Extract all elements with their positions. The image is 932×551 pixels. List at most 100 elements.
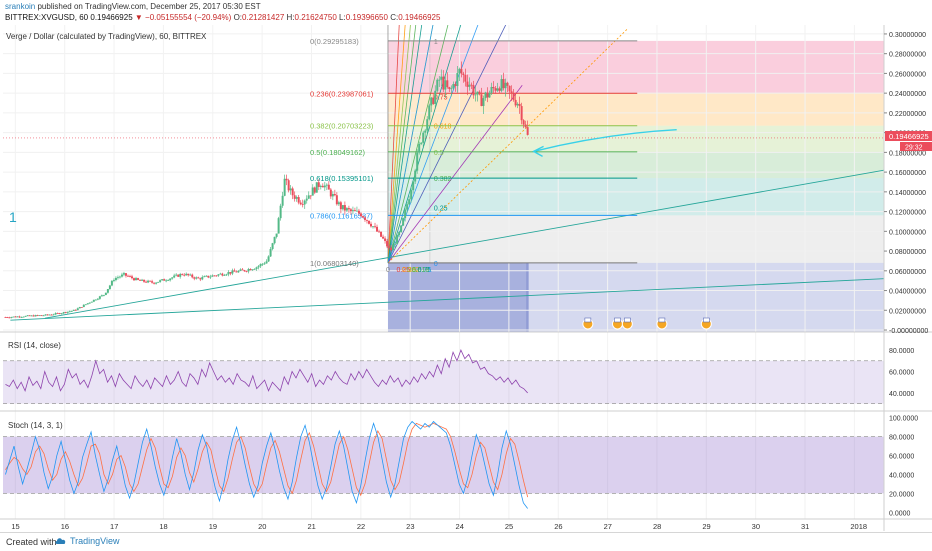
candle-body [225,274,228,276]
candle-body [124,273,127,276]
created-with-text: Created with [6,537,57,547]
candle-body [251,269,254,271]
candle-body [116,277,119,279]
x-tick-label: 17 [110,522,118,531]
candle-body [135,278,138,281]
candle-body [410,190,413,200]
author-link[interactable]: srankoin [5,2,36,11]
fib-fan-bottom-label: 0 [386,267,390,274]
price-tag-value: 0.19466925 [889,132,929,141]
y-tick-label: 0.22000000 [889,111,926,118]
fib-fan-ray [387,25,411,263]
candle-body [112,280,115,281]
candle-body [221,273,224,276]
fib-fan-ray [387,85,523,264]
candle-body [227,272,230,275]
y-tick-label: 0.12000000 [889,210,926,217]
rsi-line [5,349,528,394]
fib-level-label: 0.382(0.20703223) [310,122,374,131]
candle-body [426,119,429,131]
x-tick-label: 22 [357,522,365,531]
candle-body [291,188,294,196]
candle-body [32,315,35,317]
candle-body [76,308,79,311]
candle-body [369,223,372,227]
candle-body [442,76,445,90]
fib-zone [387,125,884,152]
fib-fan-label: 0.25 [434,205,448,212]
stoch-tick-label: 100.0000 [889,416,918,423]
candle-body [185,273,188,276]
price-tag-countdown [900,142,932,151]
published-text: published on TradingView.com, December 2… [37,2,261,11]
candle-body [367,220,370,224]
footer: Created with TradingView [0,532,932,551]
candle-body [388,246,391,248]
candle-body [241,269,244,271]
candle-body [462,73,465,76]
tradingview-link[interactable]: TradingView [70,536,120,546]
candle-body [297,197,300,203]
candle-body [524,124,527,128]
price-tag-countdown-text: 29:32 [905,145,923,152]
rsi-tick-label: 80.0000 [889,348,914,355]
candle-body [478,91,481,95]
candle-body [175,274,178,276]
candle-body [157,281,160,283]
fib-fan-label: 0.75 [434,94,448,101]
x-tick-label: 21 [307,522,315,531]
candle-body [311,187,314,196]
candle-body [406,204,409,210]
fib-zone [387,151,884,179]
fib-fan-bottom-label: 0.5 [407,267,417,274]
candle-body [470,84,473,86]
candle-body [341,205,344,210]
candle-body [90,301,93,303]
candle-body [110,280,113,286]
candle-body [10,317,13,318]
candle-body [197,277,200,279]
candle-body [323,185,326,188]
candle-body [376,226,379,232]
candle-body [438,79,441,81]
candle-body [414,170,417,182]
candle-body [307,195,310,199]
candle-body [187,273,190,276]
candle-body [217,274,220,276]
x-tick-label: 24 [456,522,464,531]
candle-body [6,317,9,319]
candle-body [74,309,77,311]
candle-body [167,280,170,282]
candle-body [271,243,274,250]
candle-body [84,304,87,306]
candle-body [301,204,304,205]
x-tick-label: 29 [702,522,710,531]
y-tick-label: 0.04000000 [889,289,926,296]
stoch-tick-label: 80.0000 [889,435,914,442]
candle-body [191,274,194,278]
candle-body [16,316,19,318]
y-tick-label: 0.10000000 [889,229,926,236]
candle-body [165,280,168,282]
candle-body [169,278,172,281]
candle-body [141,279,144,281]
candle-body [520,106,523,121]
candle-body [96,298,99,300]
candle-body [265,261,268,264]
candle-body [261,263,264,265]
candle-body [400,225,403,233]
close-label: C: [390,13,399,22]
candle-body [494,88,497,91]
fib-level-label: 1(0.06803140) [310,259,359,268]
candle-body [145,281,148,283]
annotation-arrow [533,128,677,153]
candle-body [353,210,356,212]
candle-body [34,315,37,317]
candle-body [472,85,475,96]
candle-body [159,280,162,282]
candle-body [333,194,336,196]
candle-body [309,195,312,197]
candle-body [46,314,49,316]
candle-body [22,316,25,318]
